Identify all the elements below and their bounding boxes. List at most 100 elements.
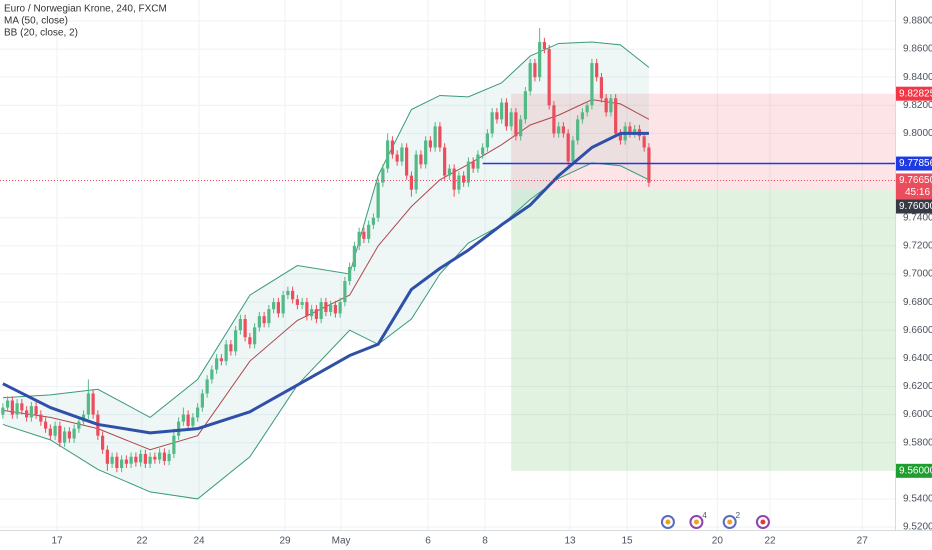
- candle-body: [428, 140, 432, 148]
- candle-body: [310, 309, 314, 317]
- candle-body: [481, 147, 485, 155]
- price-tag: [896, 156, 932, 171]
- candle-body: [205, 379, 209, 394]
- candle-body: [618, 133, 623, 141]
- event-count: 2: [736, 511, 741, 520]
- y-tick-label: 9.82000: [903, 100, 932, 111]
- candle-body: [67, 431, 71, 439]
- candle-body: [238, 318, 242, 331]
- candle-body: [181, 414, 185, 422]
- candle-body: [343, 281, 347, 303]
- candle-body: [476, 154, 480, 169]
- candle-body: [576, 119, 580, 141]
- bb-lower: [2, 162, 650, 500]
- price-tag-label: 9.77856: [899, 158, 932, 169]
- candle-body: [538, 42, 542, 78]
- candle-body: [528, 63, 532, 92]
- y-tick-label: 9.62000: [903, 381, 932, 392]
- candle-body: [457, 175, 461, 190]
- x-tick-label: 22: [764, 536, 776, 547]
- candle-body: [438, 126, 442, 148]
- candle-body: [120, 459, 124, 469]
- candle-body: [6, 400, 10, 408]
- y-tick-label: 9.80000: [903, 128, 932, 139]
- candle-body: [115, 456, 119, 469]
- y-tick-label: 9.68000: [903, 297, 932, 308]
- candle-body: [129, 456, 133, 464]
- x-tick-label: 20: [712, 536, 724, 547]
- candle-body: [585, 105, 589, 113]
- candle-body: [490, 112, 494, 134]
- legend-ma: MA (50, close): [4, 16, 68, 27]
- stop-zone: [511, 93, 895, 190]
- price-tag: [896, 463, 932, 478]
- x-tick-label: 17: [51, 536, 63, 547]
- candle-body: [276, 302, 280, 314]
- candle-body: [229, 344, 233, 352]
- candle-body: [72, 428, 76, 439]
- candle-body: [63, 431, 67, 443]
- candle-body: [86, 393, 90, 415]
- candle-body: [447, 168, 452, 176]
- x-tick-label: 24: [193, 536, 205, 547]
- candle-body: [633, 129, 637, 134]
- y-tick-label: 9.74000: [903, 212, 932, 223]
- candle-body: [272, 302, 276, 310]
- candle-body: [253, 327, 257, 345]
- candle-body: [110, 456, 114, 464]
- candle-body: [348, 266, 352, 282]
- candle-body: [519, 119, 523, 137]
- y-tick-label: 9.84000: [903, 72, 932, 83]
- x-tick-label: 6: [425, 536, 431, 547]
- candle-body: [414, 154, 418, 190]
- y-tick-label: 9.58000: [903, 437, 932, 448]
- candle-body: [409, 175, 413, 190]
- candle-body: [504, 102, 509, 127]
- candle-body: [485, 133, 490, 148]
- price-tag: [896, 199, 932, 214]
- candle-body: [286, 290, 290, 296]
- candle-body: [580, 112, 585, 120]
- candle-body: [248, 337, 252, 345]
- x-tick-label: 13: [565, 536, 577, 547]
- candle-body: [367, 224, 371, 239]
- candle-body: [352, 245, 356, 267]
- candle-body: [210, 369, 214, 380]
- candle-body: [196, 407, 200, 418]
- price-tag-label: 9.82825: [899, 88, 932, 99]
- candle-body: [191, 417, 195, 426]
- candle-body: [376, 182, 380, 218]
- candle-body: [215, 358, 219, 370]
- candle-body: [462, 175, 466, 183]
- candle-body: [495, 112, 499, 120]
- x-tick-label: 29: [279, 536, 291, 547]
- event-marker-dot: [693, 519, 699, 525]
- candle-body: [91, 393, 95, 415]
- candle-body: [39, 414, 43, 422]
- candle-body: [561, 126, 566, 134]
- candle-body: [329, 304, 333, 312]
- candle-body: [452, 168, 456, 190]
- candle-body: [571, 140, 575, 162]
- candle-body: [267, 309, 271, 324]
- candle-body: [305, 302, 309, 317]
- candle-body: [614, 98, 618, 134]
- candle-body: [400, 147, 404, 162]
- price-tag: [896, 86, 932, 101]
- candle-body: [34, 406, 38, 415]
- candle-body: [424, 140, 428, 165]
- event-marker-dot: [760, 519, 766, 525]
- candle-body: [77, 421, 81, 429]
- candle-body: [333, 304, 337, 314]
- candle-body: [44, 421, 48, 429]
- candle-body: [134, 456, 138, 463]
- candle-body: [509, 112, 513, 127]
- candle-body: [48, 428, 52, 436]
- candle-body: [1, 407, 5, 415]
- candle-body: [466, 161, 471, 183]
- candle-body: [533, 63, 537, 78]
- candle-body: [609, 98, 613, 113]
- x-tick-label: 27: [857, 536, 869, 547]
- bb-basis: [2, 99, 650, 451]
